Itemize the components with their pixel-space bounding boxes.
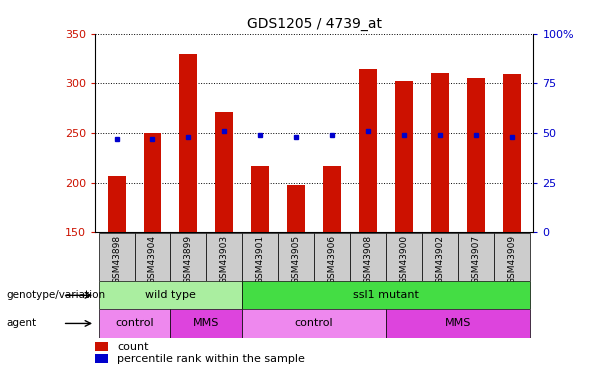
Text: GSM43903: GSM43903: [220, 235, 229, 284]
Bar: [134, 232, 170, 281]
Title: GDS1205 / 4739_at: GDS1205 / 4739_at: [246, 17, 382, 32]
Text: GSM43905: GSM43905: [292, 235, 301, 284]
Bar: [350, 232, 386, 281]
Bar: [95, 342, 108, 351]
Bar: [386, 309, 530, 338]
Bar: [386, 232, 422, 281]
Text: MMS: MMS: [193, 318, 219, 328]
Bar: [422, 232, 458, 281]
Text: control: control: [115, 318, 154, 328]
Bar: [494, 232, 530, 281]
Text: MMS: MMS: [444, 318, 471, 328]
Bar: [323, 166, 341, 232]
Text: ssl1 mutant: ssl1 mutant: [353, 290, 419, 300]
Text: GSM43901: GSM43901: [256, 235, 265, 284]
Text: GSM43907: GSM43907: [471, 235, 481, 284]
Bar: [395, 81, 413, 232]
Text: GSM43899: GSM43899: [184, 235, 193, 284]
Bar: [251, 166, 269, 232]
Text: percentile rank within the sample: percentile rank within the sample: [117, 354, 305, 363]
Bar: [278, 232, 314, 281]
Bar: [99, 309, 170, 338]
Bar: [287, 185, 305, 232]
Text: GSM43898: GSM43898: [112, 235, 121, 284]
Text: control: control: [295, 318, 333, 328]
Bar: [431, 74, 449, 232]
Bar: [503, 75, 520, 232]
Text: GSM43904: GSM43904: [148, 235, 157, 284]
Bar: [108, 176, 126, 232]
Bar: [99, 281, 242, 309]
Bar: [359, 69, 377, 232]
Bar: [143, 133, 161, 232]
Text: GSM43906: GSM43906: [327, 235, 337, 284]
Bar: [207, 232, 242, 281]
Bar: [95, 354, 108, 363]
Bar: [458, 232, 494, 281]
Text: genotype/variation: genotype/variation: [6, 290, 105, 300]
Text: count: count: [117, 342, 148, 351]
Text: GSM43908: GSM43908: [364, 235, 373, 284]
Text: GSM43909: GSM43909: [507, 235, 516, 284]
Bar: [242, 232, 278, 281]
Bar: [170, 232, 207, 281]
Bar: [215, 112, 234, 232]
Text: GSM43900: GSM43900: [400, 235, 408, 284]
Bar: [314, 232, 350, 281]
Text: wild type: wild type: [145, 290, 196, 300]
Bar: [467, 78, 485, 232]
Text: agent: agent: [6, 318, 36, 328]
Bar: [180, 54, 197, 232]
Bar: [99, 232, 134, 281]
Bar: [242, 281, 530, 309]
Text: GSM43902: GSM43902: [435, 235, 444, 284]
Bar: [170, 309, 242, 338]
Bar: [242, 309, 386, 338]
